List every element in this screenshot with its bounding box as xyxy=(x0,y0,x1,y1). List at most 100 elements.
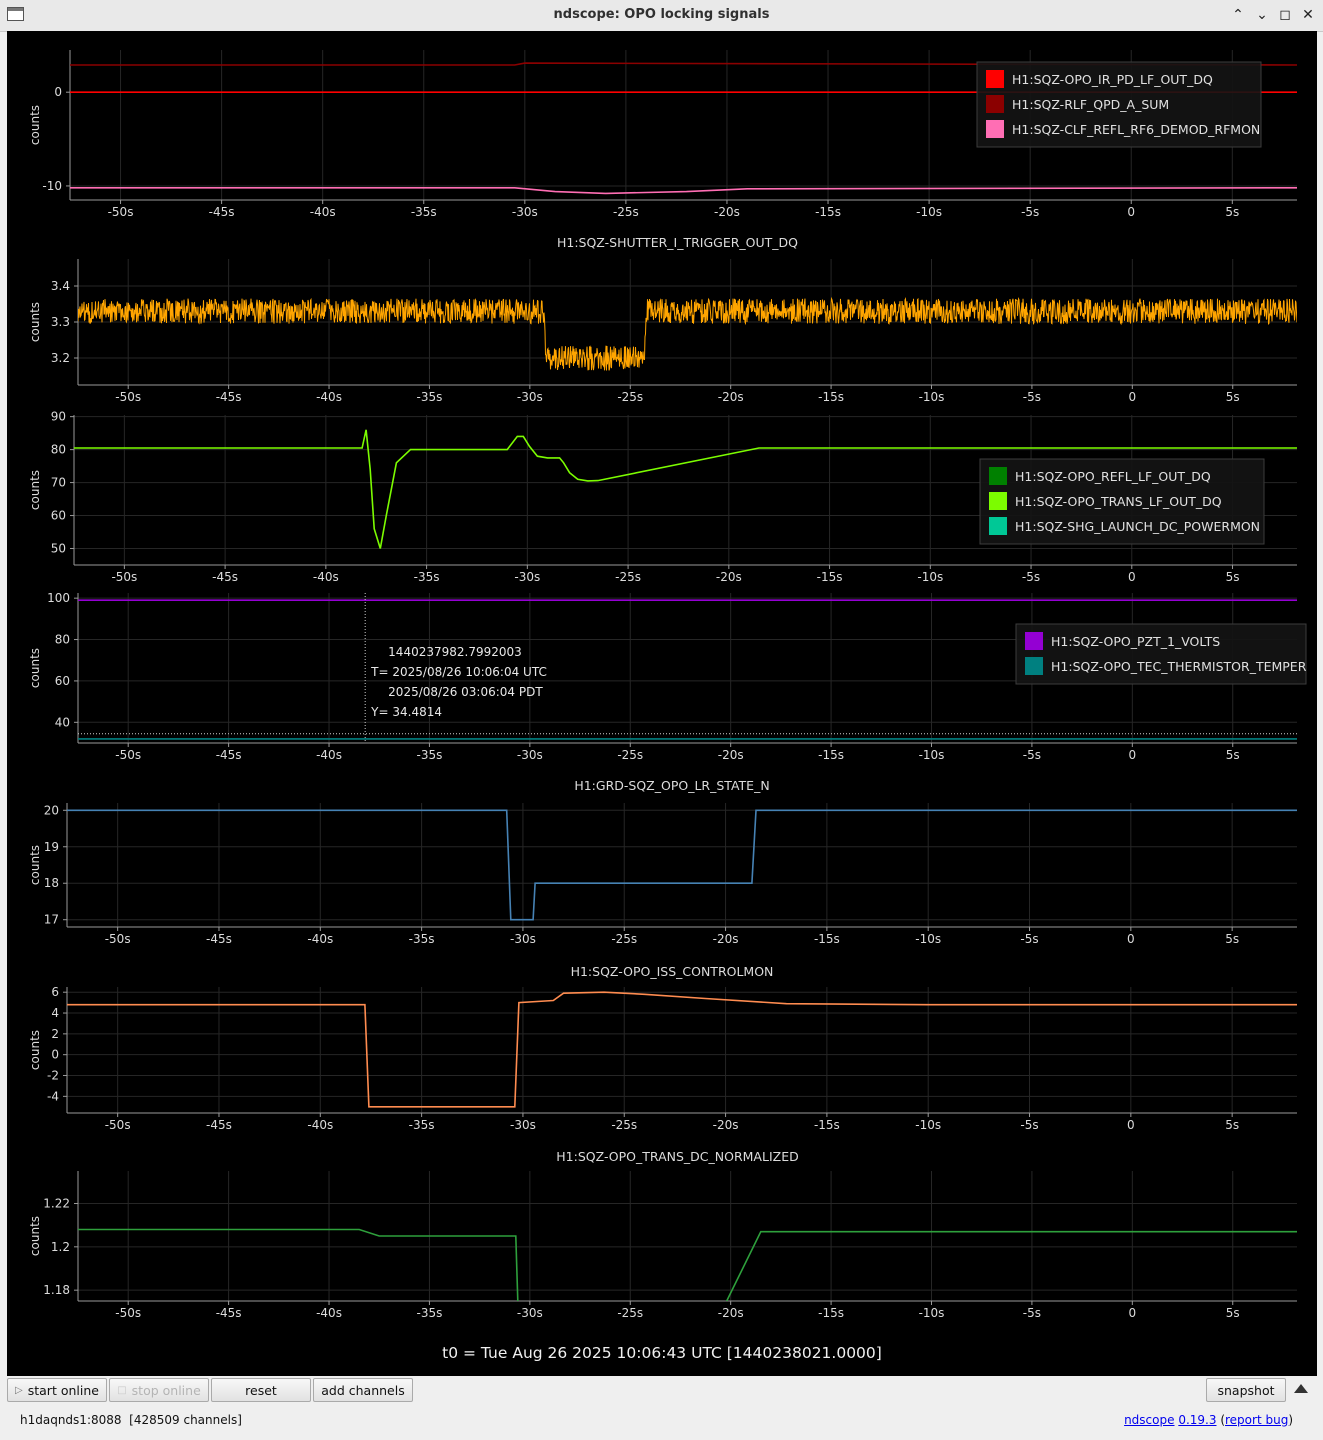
version-link[interactable]: 0.19.3 xyxy=(1178,1413,1217,1427)
x-tick-label: -5s xyxy=(1020,1118,1038,1132)
x-tick-label: -15s xyxy=(818,1306,844,1320)
series-line-3 xyxy=(70,187,1297,195)
minimize-icon[interactable]: ⌃ xyxy=(1232,7,1244,23)
minimize-window-icon[interactable]: ⌄ xyxy=(1256,7,1268,23)
x-tick-label: 0 xyxy=(1128,570,1136,584)
legend-swatch xyxy=(1025,657,1043,675)
report-bug-link[interactable]: report bug xyxy=(1225,1413,1289,1427)
x-tick-label: -5s xyxy=(1021,205,1039,219)
x-tick-label: 5s xyxy=(1225,932,1239,946)
x-tick-label: -30s xyxy=(517,390,543,404)
maximize-icon[interactable]: ◻ xyxy=(1279,7,1291,23)
y-tick-label: -4 xyxy=(47,1089,59,1103)
x-tick-label: -25s xyxy=(611,1118,637,1132)
plot-title: H1:SQZ-OPO_TRANS_DC_NORMALIZED xyxy=(556,1149,798,1164)
legend-label: H1:SQZ-OPO_IR_PD_LF_OUT_DQ xyxy=(1012,72,1213,87)
x-tick-label: -15s xyxy=(818,748,844,762)
series-line-1 xyxy=(67,991,1297,1108)
plot-area[interactable]: -50s -45s -40s -35s -30s -25s -20s -15s -10s -5s 0… xyxy=(7,31,1317,1376)
t0-label: t0 = Tue Aug 26 2025 10:06:43 UTC [14402… xyxy=(442,1344,882,1362)
legend-box xyxy=(1015,623,1307,685)
x-tick-label: -10s xyxy=(919,748,945,762)
x-tick-label: -20s xyxy=(714,205,740,219)
y-tick-label: 80 xyxy=(55,633,70,647)
reset-button[interactable]: reset xyxy=(211,1378,311,1402)
x-tick-label: -35s xyxy=(409,932,435,946)
close-paren: ) xyxy=(1288,1413,1293,1427)
start-online-label: start online xyxy=(27,1382,99,1398)
x-tick-label: -35s xyxy=(417,1306,443,1320)
x-tick-label: -20s xyxy=(713,1118,739,1132)
y-axis-label: counts xyxy=(28,105,42,145)
x-tick-label: 0 xyxy=(1129,1306,1137,1320)
cursor-gps-time: 1440237982.7992003 xyxy=(388,645,522,659)
x-tick-label: -40s xyxy=(307,1118,333,1132)
x-tick-label: -15s xyxy=(815,205,841,219)
x-tick-label: -20s xyxy=(713,932,739,946)
y-tick-label: 20 xyxy=(44,803,59,817)
snapshot-button[interactable]: snapshot xyxy=(1206,1378,1286,1402)
x-tick-label: -45s xyxy=(209,205,235,219)
series-group xyxy=(74,429,1297,549)
series-line-2 xyxy=(70,62,1297,66)
x-tick-label: -25s xyxy=(617,390,643,404)
x-tick-label: -25s xyxy=(617,748,643,762)
play-icon: ▷ xyxy=(15,1384,23,1396)
stop-online-button[interactable]: □ stop online xyxy=(109,1378,209,1402)
y-axis-label: counts xyxy=(28,302,42,342)
add-channels-button[interactable]: add channels xyxy=(313,1378,413,1402)
x-tick-label: -50s xyxy=(111,570,137,584)
x-tick-label: -10s xyxy=(919,390,945,404)
legend-label: H1:SQZ-RLF_QPD_A_SUM xyxy=(1012,97,1169,112)
x-tick-label: -20s xyxy=(718,390,744,404)
x-tick-label: -20s xyxy=(718,1306,744,1320)
legend-box xyxy=(976,61,1262,148)
plots-canvas[interactable]: -50s -45s -40s -35s -30s -25s -20s -15s -10s -5s 0… xyxy=(7,31,1317,1376)
x-tick-label: -45s xyxy=(216,1306,242,1320)
legend-label: H1:SQZ-OPO_TRANS_LF_OUT_DQ xyxy=(1015,494,1222,509)
cursor-pdt-time: 2025/08/26 03:06:04 PDT xyxy=(388,685,543,699)
toolbar: ▷ start online □ stop online reset add c… xyxy=(0,1376,1323,1406)
series-group xyxy=(78,1228,1297,1301)
legend-box xyxy=(979,458,1265,545)
y-tick-label: 3.4 xyxy=(51,279,70,293)
x-tick-label: -40s xyxy=(316,748,342,762)
y-tick-label: 0 xyxy=(51,1048,59,1062)
x-tick-label: -5s xyxy=(1022,570,1040,584)
x-tick-label: -15s xyxy=(814,932,840,946)
x-tick-label: -10s xyxy=(916,205,942,219)
window-titlebar[interactable]: ndscope: OPO locking signals ⌃ ⌄ ◻ ✕ xyxy=(0,0,1323,32)
series-line-1 xyxy=(67,809,1297,921)
x-tick-label: -35s xyxy=(417,390,443,404)
x-tick-label: -45s xyxy=(216,390,242,404)
legend-label: H1:SQZ-OPO_PZT_1_VOLTS xyxy=(1051,634,1220,649)
window-title: ndscope: OPO locking signals xyxy=(553,7,770,22)
x-tick-label: -40s xyxy=(316,390,342,404)
x-tick-label: -50s xyxy=(105,1118,131,1132)
x-tick-label: 0 xyxy=(1129,748,1137,762)
y-tick-label: 1.2 xyxy=(51,1240,70,1254)
x-tick-label: 0 xyxy=(1127,1118,1135,1132)
start-online-button[interactable]: ▷ start online xyxy=(7,1378,107,1402)
close-icon[interactable]: ✕ xyxy=(1302,7,1314,23)
x-tick-label: -35s xyxy=(409,1118,435,1132)
ndscope-link[interactable]: ndscope xyxy=(1124,1413,1175,1427)
x-tick-label: -30s xyxy=(517,748,543,762)
server-status: h1daqnds1:8088 [428509 channels] xyxy=(20,1413,242,1427)
x-tick-label: -25s xyxy=(615,570,641,584)
x-tick-label: -5s xyxy=(1023,1306,1041,1320)
collapse-arrow-icon[interactable] xyxy=(1294,1384,1308,1393)
x-tick-label: 5s xyxy=(1226,390,1240,404)
x-tick-label: -5s xyxy=(1023,748,1041,762)
legend-swatch xyxy=(986,70,1004,88)
window-menu-icon[interactable] xyxy=(7,7,24,21)
y-tick-label: -10 xyxy=(42,179,62,193)
x-tick-label: -5s xyxy=(1023,390,1041,404)
x-tick-label: -15s xyxy=(818,390,844,404)
x-tick-label: -35s xyxy=(417,748,443,762)
series-line-1 xyxy=(74,429,1297,549)
y-tick-label: -2 xyxy=(47,1069,59,1083)
x-tick-label: -20s xyxy=(716,570,742,584)
x-tick-label: 0 xyxy=(1129,390,1137,404)
plot-title: H1:GRD-SQZ_OPO_LR_STATE_N xyxy=(574,778,769,793)
